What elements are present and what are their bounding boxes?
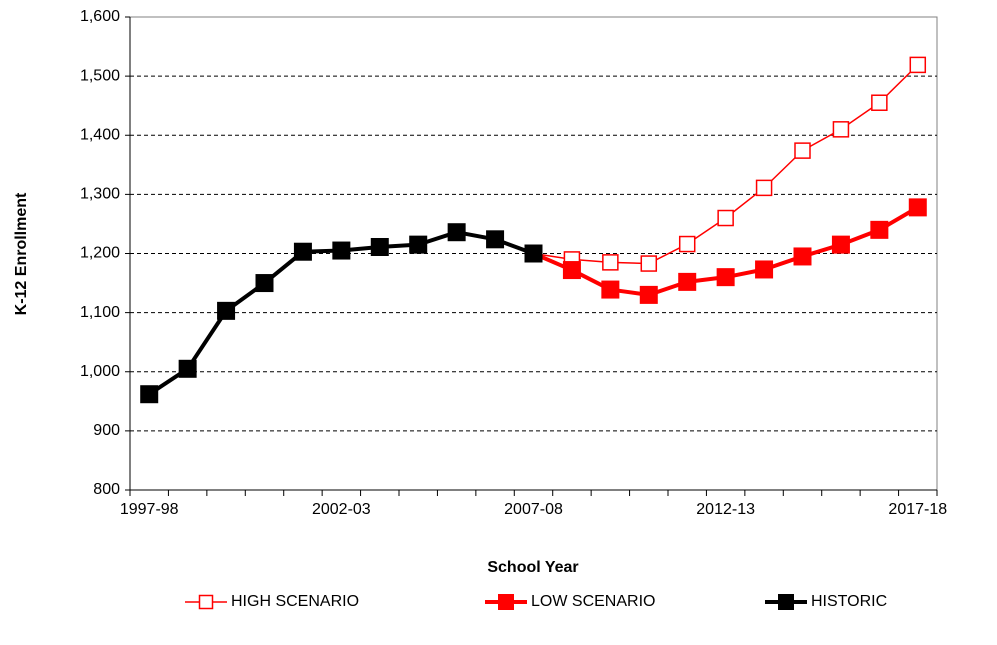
marker bbox=[140, 385, 159, 404]
y-tick-label: 1,400 bbox=[80, 126, 120, 143]
marker bbox=[255, 274, 274, 293]
marker bbox=[794, 142, 811, 159]
x-tick-label: 1997-98 bbox=[120, 501, 179, 518]
legend-marker bbox=[198, 594, 214, 610]
legend-label: HISTORIC bbox=[811, 593, 887, 610]
y-tick-label: 1,500 bbox=[80, 67, 120, 84]
legend-label: LOW SCENARIO bbox=[531, 593, 655, 610]
marker bbox=[755, 260, 774, 279]
legend-marker bbox=[778, 594, 794, 610]
marker bbox=[640, 255, 658, 272]
marker bbox=[716, 268, 735, 287]
marker bbox=[717, 209, 734, 227]
marker bbox=[793, 247, 812, 266]
marker bbox=[870, 220, 889, 239]
marker bbox=[370, 237, 389, 256]
legend-marker bbox=[498, 594, 514, 610]
marker bbox=[871, 94, 888, 111]
x-tick-label: 2007-08 bbox=[504, 501, 563, 518]
y-tick-label: 900 bbox=[93, 422, 120, 439]
marker bbox=[447, 223, 466, 242]
marker bbox=[332, 241, 351, 260]
marker bbox=[217, 301, 236, 320]
marker bbox=[755, 179, 773, 197]
y-tick-label: 800 bbox=[93, 481, 120, 498]
marker bbox=[486, 230, 505, 249]
y-tick-label: 1,200 bbox=[80, 245, 120, 262]
marker bbox=[908, 198, 927, 217]
marker bbox=[409, 235, 428, 254]
marker bbox=[562, 261, 581, 280]
marker bbox=[601, 280, 620, 299]
marker bbox=[678, 272, 697, 291]
legend-label: HIGH SCENARIO bbox=[231, 593, 359, 610]
x-tick-label: 2012-13 bbox=[696, 501, 755, 518]
marker bbox=[832, 121, 850, 138]
marker bbox=[524, 244, 543, 263]
marker bbox=[602, 254, 619, 271]
x-axis-label: School Year bbox=[487, 559, 578, 576]
x-tick-label: 2017-18 bbox=[888, 501, 947, 518]
marker bbox=[293, 242, 312, 261]
marker bbox=[178, 359, 197, 378]
x-tick-label: 2002-03 bbox=[312, 501, 371, 518]
marker bbox=[831, 235, 850, 254]
y-tick-label: 1,600 bbox=[80, 8, 120, 25]
marker bbox=[909, 56, 927, 74]
y-tick-label: 1,100 bbox=[80, 304, 120, 321]
marker bbox=[678, 235, 696, 253]
y-axis-label: K-12 Enrollment bbox=[13, 192, 30, 315]
y-tick-label: 1,000 bbox=[80, 363, 120, 380]
marker bbox=[639, 285, 658, 304]
y-tick-label: 1,300 bbox=[80, 186, 120, 203]
